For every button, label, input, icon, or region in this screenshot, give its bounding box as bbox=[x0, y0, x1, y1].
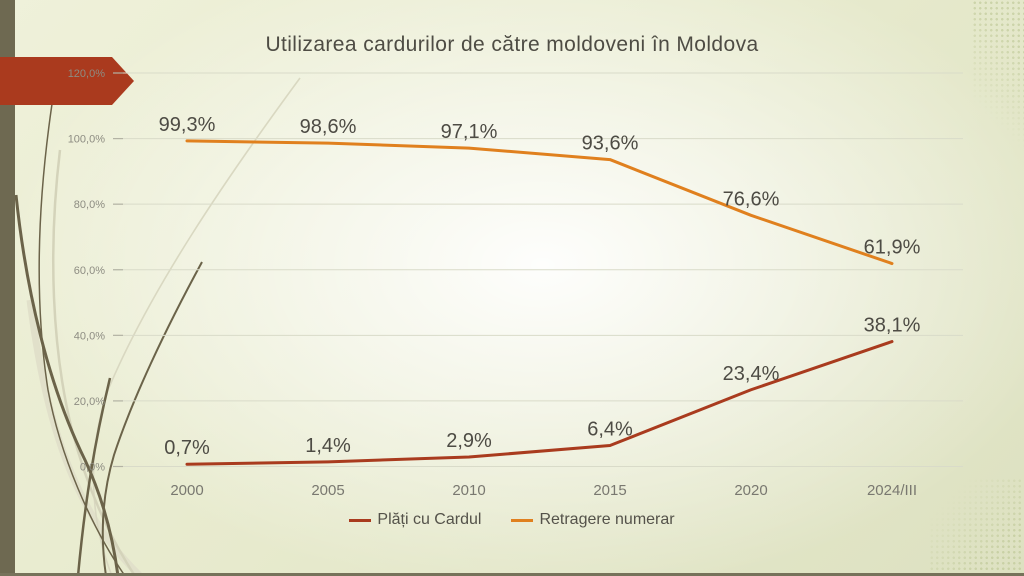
legend-swatch bbox=[349, 518, 372, 522]
data-label: 76,6% bbox=[723, 188, 780, 210]
y-tick-label: 100,0% bbox=[68, 134, 106, 146]
series-line-1 bbox=[185, 139, 894, 266]
data-label: 98,6% bbox=[300, 116, 357, 138]
y-tick-label: 60,0% bbox=[74, 265, 105, 277]
y-tick-label: 120,0% bbox=[68, 68, 106, 80]
bottom-edge-strip bbox=[0, 573, 1024, 576]
y-tick-label: 80,0% bbox=[74, 199, 105, 211]
x-category-label: 2015 bbox=[593, 482, 626, 499]
data-label: 61,9% bbox=[864, 237, 921, 259]
data-label: 93,6% bbox=[582, 133, 639, 155]
data-label: 0,7% bbox=[164, 437, 210, 459]
x-category-label: 2020 bbox=[734, 482, 767, 499]
data-label: 2,9% bbox=[446, 430, 492, 452]
strand-dark-4 bbox=[76, 377, 112, 576]
x-category-label: 2024/III bbox=[867, 482, 917, 499]
x-category-label: 2000 bbox=[170, 482, 203, 499]
legend-swatch bbox=[511, 518, 534, 522]
strand-dark-3 bbox=[101, 261, 203, 576]
chart-legend: Plăți cu Cardul Retragere numerar bbox=[0, 511, 1024, 529]
strand-light-thin bbox=[92, 77, 301, 576]
data-label: 99,3% bbox=[159, 114, 216, 136]
legend-item: Plăți cu Cardul bbox=[349, 511, 481, 529]
strand-light-mid bbox=[52, 149, 137, 576]
data-label: 6,4% bbox=[587, 419, 633, 441]
data-label: 1,4% bbox=[305, 435, 351, 457]
y-tick-label: 40,0% bbox=[74, 330, 105, 342]
legend-item: Retragere numerar bbox=[511, 511, 675, 529]
strand-dark-1 bbox=[38, 103, 126, 576]
red-arrow-shape bbox=[0, 57, 134, 105]
left-accent-band bbox=[0, 0, 15, 576]
series-line-0 bbox=[185, 340, 894, 466]
legend-label: Plăți cu Cardul bbox=[377, 511, 482, 528]
legend-label: Retragere numerar bbox=[539, 511, 675, 528]
x-category-label: 2010 bbox=[452, 482, 485, 499]
data-label: 97,1% bbox=[441, 121, 498, 143]
strand-dark-2 bbox=[14, 194, 120, 576]
y-tick-label: 20,0% bbox=[74, 396, 105, 408]
data-label: 23,4% bbox=[723, 363, 780, 385]
x-category-label: 2005 bbox=[311, 482, 344, 499]
slide-title: Utilizarea cardurilor de către moldoveni… bbox=[265, 33, 759, 56]
data-label: 38,1% bbox=[864, 315, 921, 337]
y-tick-label: 0,0% bbox=[80, 462, 105, 474]
